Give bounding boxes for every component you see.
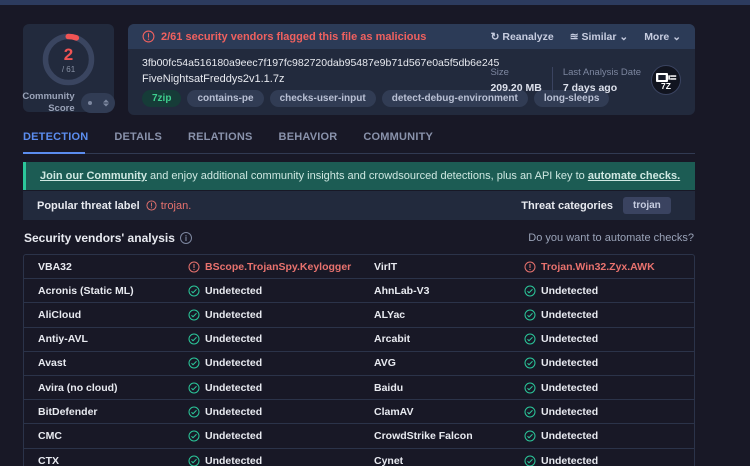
svg-text:7Z: 7Z <box>661 81 671 90</box>
